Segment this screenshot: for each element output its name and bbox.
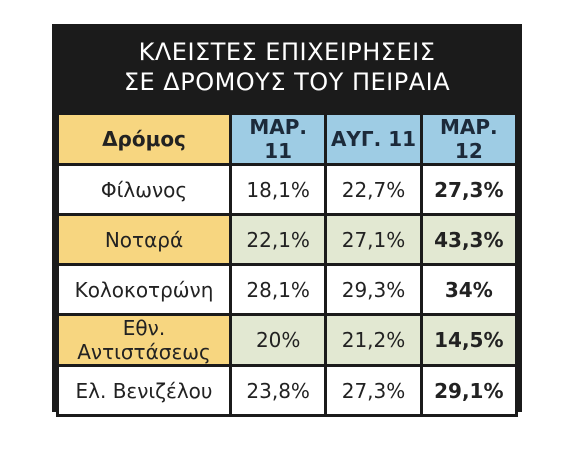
table-cell: 43,3% xyxy=(422,216,515,263)
table-row: Εθν. Αντιστάσεως 20% 21,2% 14,5% xyxy=(59,316,515,364)
table-cell: 34% xyxy=(422,266,515,313)
table-frame: ΚΛΕΙΣΤΕΣ ΕΠΙΧΕΙΡΗΣΕΙΣ ΣΕ ΔΡΟΜΟΥΣ ΤΟΥ ΠΕΙ… xyxy=(52,24,522,417)
table-cell: 22,7% xyxy=(327,166,420,213)
header-road: Δρόμος xyxy=(59,115,229,163)
title-line-1: ΚΛΕΙΣΤΕΣ ΕΠΙΧΕΙΡΗΣΕΙΣ xyxy=(138,38,436,66)
header-col-3: ΜΑΡ. 12 xyxy=(422,115,515,163)
table-cell: 21,2% xyxy=(327,316,420,364)
row-label: Ελ. Βενιζέλου xyxy=(59,367,229,414)
table-cell: 14,5% xyxy=(422,316,515,364)
table-cell: 27,1% xyxy=(327,216,420,263)
table-cell: 27,3% xyxy=(327,367,420,414)
header-col-1: ΜΑΡ. 11 xyxy=(232,115,325,163)
table-cell: 20% xyxy=(232,316,325,364)
row-label: Φίλωνος xyxy=(59,166,229,213)
table-row: Φίλωνος 18,1% 22,7% 27,3% xyxy=(59,166,515,213)
table-cell: 28,1% xyxy=(232,266,325,313)
table-row: Ελ. Βενιζέλου 23,8% 27,3% 29,1% xyxy=(59,367,515,414)
data-table: Δρόμος ΜΑΡ. 11 ΑΥΓ. 11 ΜΑΡ. 12 Φίλωνος 1… xyxy=(56,112,518,417)
header-row: Δρόμος ΜΑΡ. 11 ΑΥΓ. 11 ΜΑΡ. 12 xyxy=(59,115,515,163)
table-cell: 27,3% xyxy=(422,166,515,213)
table-title: ΚΛΕΙΣΤΕΣ ΕΠΙΧΕΙΡΗΣΕΙΣ ΣΕ ΔΡΟΜΟΥΣ ΤΟΥ ΠΕΙ… xyxy=(52,24,522,112)
table-row: Νοταρά 22,1% 27,1% 43,3% xyxy=(59,216,515,263)
table-cell: 23,8% xyxy=(232,367,325,414)
header-col-2: ΑΥΓ. 11 xyxy=(327,115,420,163)
table-cell: 18,1% xyxy=(232,166,325,213)
table-row: Κολοκοτρώνη 28,1% 29,3% 34% xyxy=(59,266,515,313)
row-label: Κολοκοτρώνη xyxy=(59,266,229,313)
row-label: Νοταρά xyxy=(59,216,229,263)
table-cell: 29,1% xyxy=(422,367,515,414)
title-line-2: ΣΕ ΔΡΟΜΟΥΣ ΤΟΥ ΠΕΙΡΑΙΑ xyxy=(123,68,451,96)
table-cell: 29,3% xyxy=(327,266,420,313)
table-cell: 22,1% xyxy=(232,216,325,263)
row-label: Εθν. Αντιστάσεως xyxy=(59,316,229,364)
